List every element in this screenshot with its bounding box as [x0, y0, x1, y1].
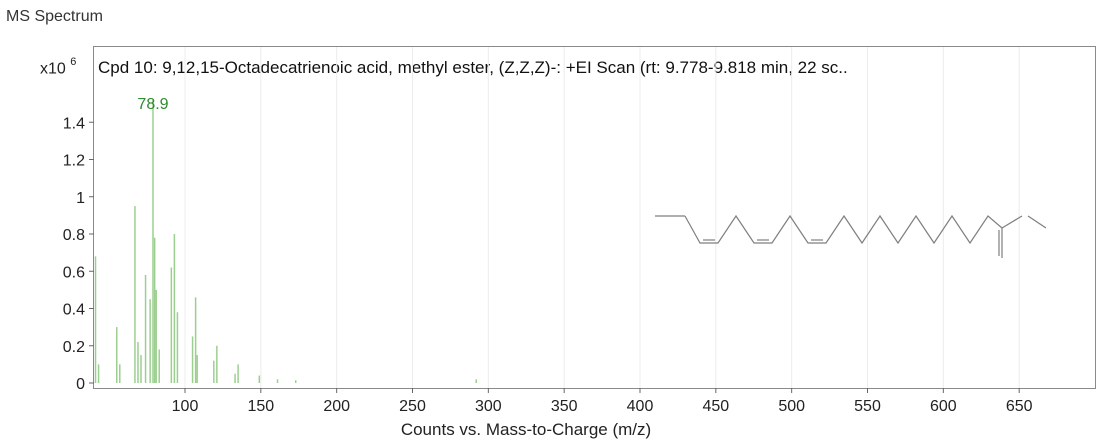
x-tick-label: 450: [702, 398, 729, 415]
y-tick-label: 0.4: [63, 302, 85, 319]
y-tick-label: 1: [76, 190, 85, 207]
molecule-structure-diagram: [655, 214, 1047, 258]
y-tick-label: 0: [76, 376, 85, 393]
x-tick-label: 600: [930, 398, 957, 415]
y-multiplier: x10: [40, 60, 66, 78]
x-tick-label: 500: [778, 398, 805, 415]
x-axis-label: Counts vs. Mass-to-Charge (m/z): [400, 420, 652, 439]
x-tick-label: 350: [551, 398, 578, 415]
x-tick-label: 550: [854, 398, 881, 415]
y-tick-label: 1.4: [63, 115, 85, 132]
structure-chain: [684, 214, 1003, 245]
x-tick-label: 250: [399, 398, 426, 415]
y-tick-label: 0.2: [63, 339, 85, 356]
y-tick-label: 0.8: [63, 227, 85, 244]
y-exponent: 6: [70, 56, 77, 68]
structure-ester-bond: [1027, 215, 1047, 229]
y-tick-label: 1.2: [63, 153, 85, 170]
y-axis: 0 0.2 0.4 0.6 0.8 1 1.2 1.4: [63, 115, 94, 393]
window-title: MS Spectrum: [6, 8, 103, 25]
annotation-layer: 78.9: [137, 96, 168, 113]
peak-label: 78.9: [137, 96, 168, 113]
x-tick-label: 150: [247, 398, 274, 415]
x-tick-label: 650: [1006, 398, 1033, 415]
y-multiplier-label: x10 6: [40, 56, 77, 78]
x-tick-label: 200: [323, 398, 350, 415]
x-tick-label: 400: [627, 398, 654, 415]
x-axis: 100 150 200 250 300 350 400 450 500 550 600 650: [172, 388, 1033, 415]
chart-title: Cpd 10: 9,12,15-Octadecatrienoic acid, m…: [98, 58, 848, 77]
x-tick-label: 300: [475, 398, 502, 415]
bars-layer: [94, 99, 477, 383]
plot-frame: [93, 46, 1096, 389]
structure-ester-bond: [1001, 215, 1023, 229]
x-tick-label: 100: [172, 398, 199, 415]
y-tick-label: 0.6: [63, 264, 85, 281]
grid-layer: [184, 47, 1020, 388]
